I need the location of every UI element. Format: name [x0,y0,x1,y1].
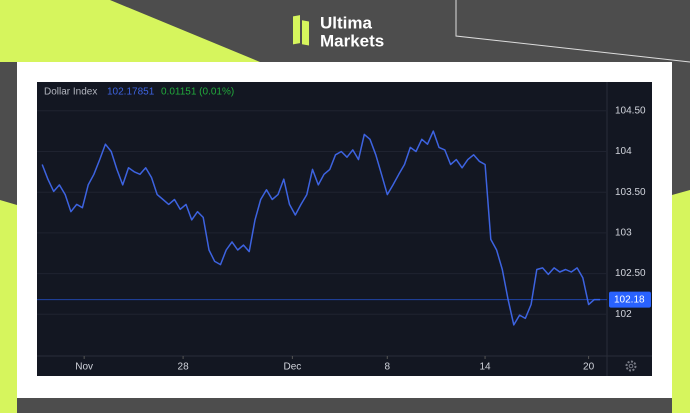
y-tick-label: 102.50 [615,268,646,279]
chart-area [37,82,652,376]
accent-top [0,0,260,62]
y-tick-label: 102 [615,309,632,320]
y-tick-label: 104.50 [615,105,646,116]
y-tick-label: 103 [615,228,632,239]
settings-icon[interactable] [625,360,637,372]
x-tick-label: 28 [178,362,190,373]
brand-line1: Ultima [320,13,373,32]
decor-line [455,0,690,63]
x-tick-label: 8 [385,362,391,373]
logo-mark [293,15,309,46]
x-tick-label: Dec [283,362,301,373]
accent-right [672,190,690,413]
y-tick-label: 104 [615,146,632,157]
last-value: 102.17851 [107,87,155,98]
current-price-label: 102.18 [614,294,645,305]
brand-line2: Markets [320,31,384,50]
x-tick-label: 20 [583,362,595,373]
x-tick-label: Nov [75,362,93,373]
y-tick-label: 103.50 [615,187,646,198]
accent-left [0,200,17,413]
current-price-box [609,291,651,308]
chart-title: Dollar Index [44,87,97,98]
x-tick-label: 14 [480,362,492,373]
line [41,130,601,326]
change: 0.01151 (0.01%) [161,87,234,98]
